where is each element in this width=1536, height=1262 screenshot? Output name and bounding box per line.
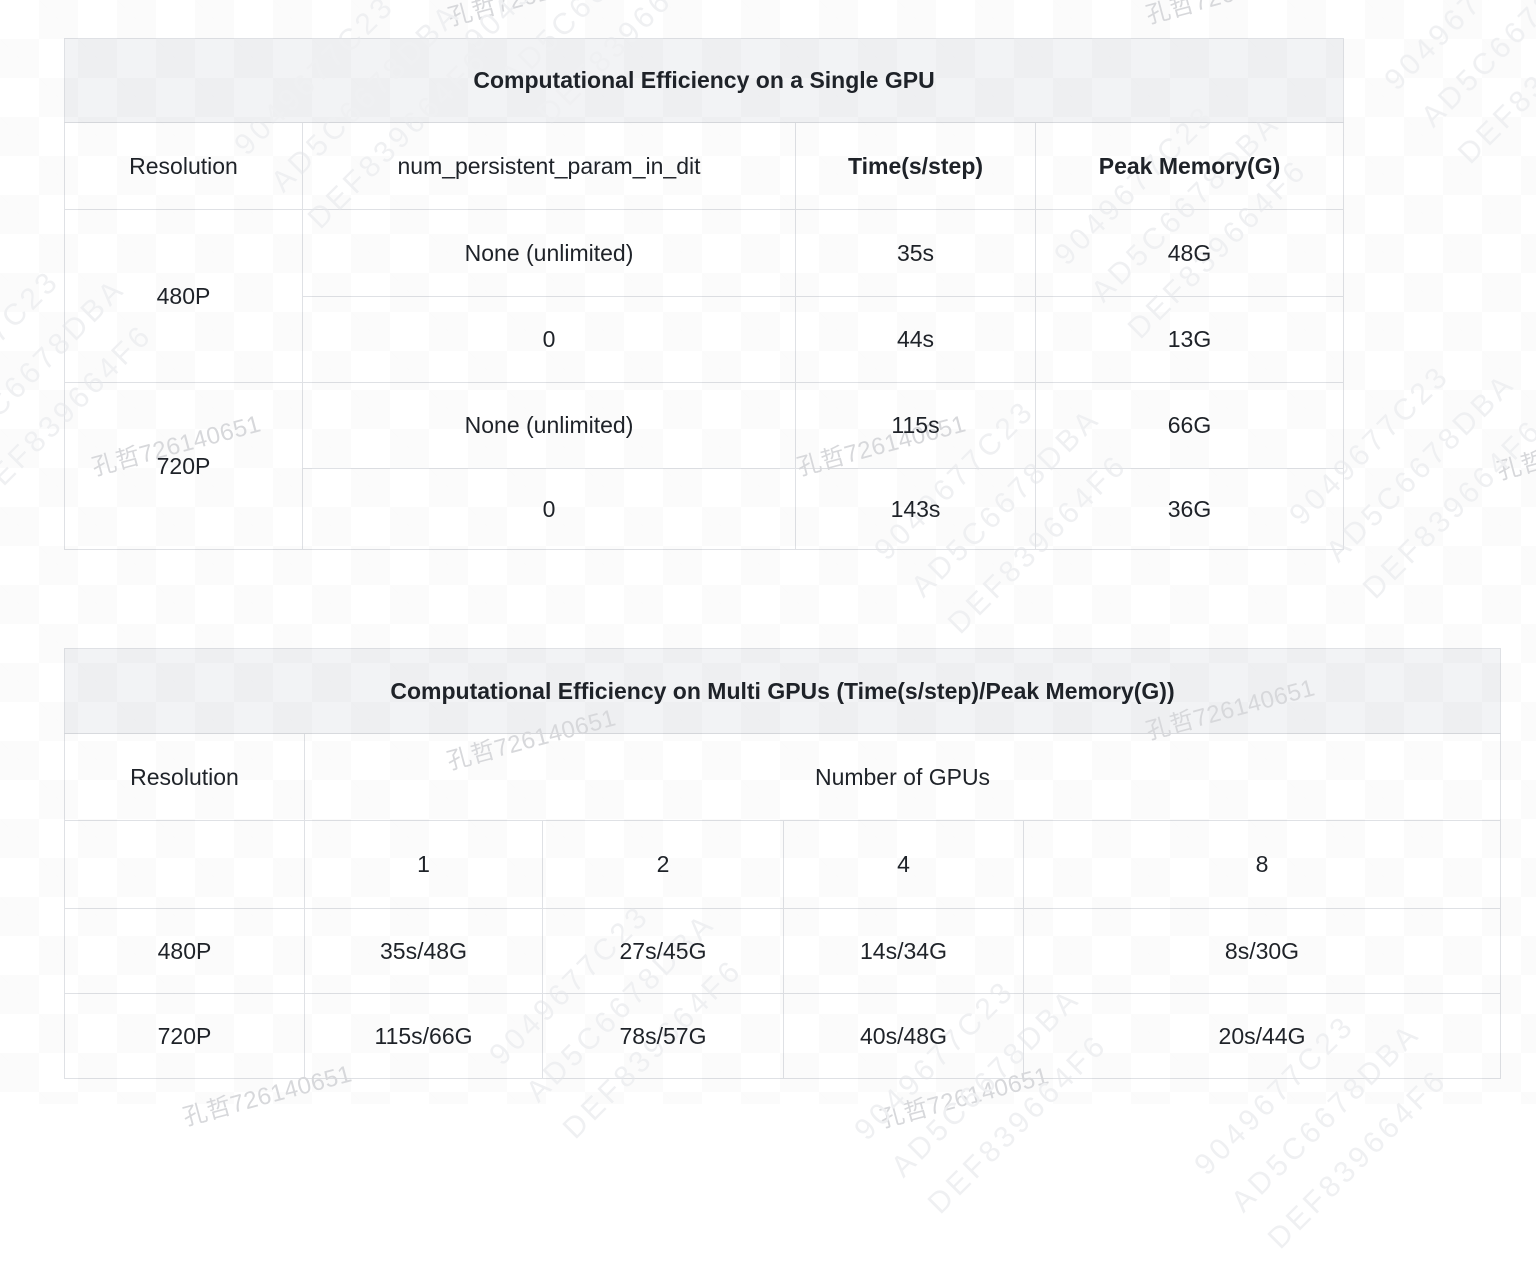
col-header-resolution: Resolution (64, 733, 305, 821)
cell-time: 35s (795, 209, 1036, 297)
watermark-owner-text: 孔哲726140651 (1494, 414, 1536, 486)
cell-peak-memory: 48G (1034, 209, 1345, 297)
col-header-gpu-count-2: 2 (542, 820, 784, 909)
col-header-time: Time(s/step) (795, 122, 1036, 210)
col-header-gpu-count-1: 1 (304, 820, 543, 909)
watermark-owner-text: 孔哲726140651 (443, 0, 620, 32)
table-row: 1 2 4 8 (64, 820, 1502, 909)
cell-resolution-720p: 720P (64, 382, 303, 550)
cell-time: 143s (795, 468, 1036, 550)
watermark-owner-text: 孔哲726140651 (1141, 0, 1318, 30)
col-header-gpu-count-8: 8 (1022, 820, 1502, 909)
watermark-code-line: AD5C6678DBA (1319, 366, 1522, 569)
table-row: 720P 115s/66G 78s/57G 40s/48G 20s/44G (64, 993, 1502, 1079)
cell-time-memory: 20s/44G (1022, 993, 1502, 1079)
watermark-code-line: DEF839664F6 (1451, 0, 1536, 171)
cell-time-memory: 8s/30G (1022, 908, 1502, 994)
table-row: 480P None (unlimited) 35s 48G (64, 209, 1345, 383)
cell-time-memory: 115s/66G (304, 993, 543, 1079)
cell-time-memory: 14s/34G (783, 908, 1024, 994)
cell-resolution-720p: 720P (64, 993, 305, 1079)
table-multi-gpu-title: Computational Efficiency on Multi GPUs (… (63, 648, 1502, 734)
cell-time-memory: 40s/48G (783, 993, 1024, 1079)
table-row: Computational Efficiency on a Single GPU (63, 38, 1345, 123)
table-row: Resolution Number of GPUs (64, 733, 1502, 821)
watermark-code-line: DEF839664F6 (1356, 412, 1536, 606)
watermark-code-line: AD5C6678DBA (1414, 0, 1536, 134)
table-row: 0 143s 36G (65, 468, 1345, 550)
col-header-peak-memory: Peak Memory(G) (1034, 122, 1345, 210)
cell-time-memory: 27s/45G (542, 908, 784, 994)
cell-time-memory: 35s/48G (304, 908, 543, 994)
cell-num-persistent: 0 (302, 468, 796, 550)
cell-time: 115s (795, 382, 1036, 469)
cell-time-memory: 78s/57G (542, 993, 784, 1079)
cell-resolution-480p: 480P (64, 908, 305, 994)
watermark-code-line: 9049677C23 (1378, 0, 1536, 97)
watermark-code-block: 9049677C23 AD5C6678DBA DEF839664F6 (1372, 0, 1536, 177)
cell-peak-memory: 66G (1034, 382, 1345, 469)
cell-empty (64, 820, 305, 909)
table-multi-gpu: Computational Efficiency on Multi GPUs (… (63, 648, 1502, 1079)
table-row: Resolution num_persistent_param_in_dit T… (64, 122, 1345, 210)
table-row: 480P 35s/48G 27s/45G 14s/34G 8s/30G (64, 908, 1502, 994)
cell-num-persistent: None (unlimited) (302, 382, 796, 469)
cell-time: 44s (795, 296, 1036, 383)
cell-resolution-480p: 480P (64, 209, 303, 383)
table-row: 0 44s 13G (65, 296, 1345, 383)
col-header-resolution: Resolution (64, 122, 303, 210)
col-header-gpu-count-4: 4 (783, 820, 1024, 909)
col-header-num-persistent-param: num_persistent_param_in_dit (302, 122, 796, 210)
cell-num-persistent: None (unlimited) (302, 209, 796, 297)
watermark-code-line: DEF839664F6 (1261, 1062, 1455, 1256)
table-single-gpu: Computational Efficiency on a Single GPU… (63, 38, 1345, 550)
col-header-number-of-gpus: Number of GPUs (303, 733, 1502, 821)
cell-peak-memory: 36G (1034, 468, 1345, 550)
table-row: 720P None (unlimited) 115s 66G (64, 382, 1345, 550)
table-row: Computational Efficiency on Multi GPUs (… (63, 648, 1502, 734)
cell-num-persistent: 0 (302, 296, 796, 383)
cell-peak-memory: 13G (1034, 296, 1345, 383)
table-single-gpu-title: Computational Efficiency on a Single GPU (63, 38, 1345, 123)
